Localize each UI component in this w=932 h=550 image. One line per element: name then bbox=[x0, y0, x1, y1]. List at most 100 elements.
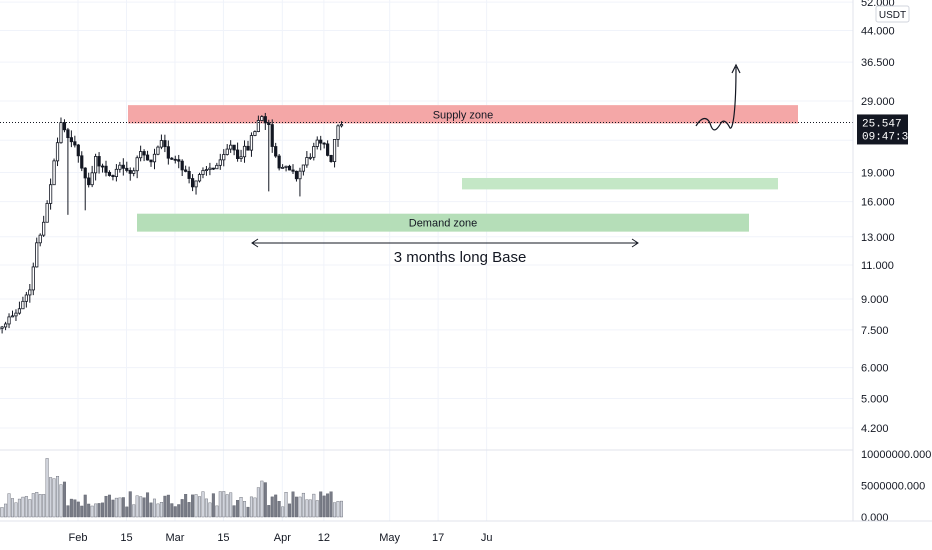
candle-body bbox=[222, 154, 226, 161]
candle bbox=[190, 174, 195, 192]
candle-body bbox=[281, 166, 285, 169]
volume-bar bbox=[76, 501, 80, 518]
candle-body bbox=[239, 156, 243, 159]
candle bbox=[315, 136, 319, 150]
candle bbox=[114, 164, 118, 182]
candle bbox=[132, 167, 136, 177]
candle-body bbox=[260, 116, 264, 121]
candle-body bbox=[294, 170, 299, 180]
candle bbox=[249, 132, 254, 157]
volume-bar bbox=[166, 494, 170, 518]
x-tick-label: 17 bbox=[432, 532, 444, 544]
volume-bar bbox=[142, 497, 146, 518]
volume-bar bbox=[267, 505, 271, 518]
candle bbox=[263, 112, 267, 130]
candle bbox=[336, 124, 340, 147]
volume-bar bbox=[308, 499, 312, 518]
candle bbox=[66, 127, 70, 215]
volume-bar bbox=[156, 503, 160, 518]
volume-bar bbox=[336, 501, 340, 518]
candle-body bbox=[104, 165, 108, 173]
volume-bar bbox=[163, 495, 167, 518]
candle-body bbox=[17, 308, 22, 314]
candle-body bbox=[187, 171, 191, 179]
volume-bar bbox=[90, 505, 94, 518]
candle-body bbox=[215, 164, 219, 170]
zone-rect bbox=[462, 177, 778, 190]
candle-body bbox=[308, 156, 312, 159]
candle-body bbox=[45, 203, 49, 223]
volume-bar bbox=[274, 494, 278, 518]
volume-bar bbox=[201, 491, 205, 518]
candle-body bbox=[94, 156, 98, 174]
candle-body bbox=[142, 151, 146, 156]
x-tick-label: Feb bbox=[69, 532, 88, 544]
candle-body bbox=[194, 180, 198, 188]
candle-body bbox=[166, 146, 170, 159]
candle bbox=[197, 172, 202, 183]
candle-body bbox=[163, 140, 167, 148]
candle-body bbox=[66, 129, 70, 139]
candle bbox=[225, 144, 229, 156]
candle-body bbox=[62, 122, 67, 131]
candle-body bbox=[225, 148, 229, 155]
volume-bar bbox=[118, 497, 122, 518]
candle bbox=[204, 166, 209, 176]
candle bbox=[298, 167, 302, 197]
candle bbox=[194, 180, 198, 195]
x-tick-label: 15 bbox=[217, 532, 229, 544]
candle bbox=[308, 153, 312, 160]
y-tick-label: 7.500 bbox=[861, 325, 889, 337]
volume-bar bbox=[132, 504, 136, 518]
volume-bar bbox=[107, 494, 111, 518]
volume-bar bbox=[218, 491, 222, 518]
volume-bar bbox=[62, 481, 66, 518]
volume-bar bbox=[208, 502, 212, 518]
candle bbox=[287, 164, 292, 171]
y-tick-label: 44.000 bbox=[861, 25, 895, 37]
volume-bar bbox=[177, 504, 181, 518]
candle bbox=[173, 155, 177, 164]
volume-bar bbox=[159, 502, 163, 518]
volume-bar bbox=[277, 501, 281, 518]
candle-body bbox=[208, 167, 212, 171]
candle bbox=[260, 115, 264, 122]
candle-body bbox=[132, 170, 136, 174]
zone-rect bbox=[128, 105, 798, 124]
volume-bar bbox=[315, 500, 319, 518]
candle-body bbox=[38, 234, 42, 244]
candle bbox=[229, 140, 233, 153]
volume-bar bbox=[225, 494, 229, 518]
candle-body bbox=[190, 178, 195, 188]
volume-bar bbox=[270, 496, 274, 518]
candle bbox=[80, 151, 84, 172]
volume-bar bbox=[4, 503, 8, 518]
zone-rect bbox=[137, 213, 749, 232]
candle-body bbox=[24, 294, 28, 302]
candle bbox=[239, 149, 243, 162]
candle bbox=[69, 130, 73, 148]
candle-body bbox=[152, 153, 157, 163]
candle-body bbox=[145, 154, 150, 161]
candle-body bbox=[312, 146, 316, 158]
candle bbox=[319, 135, 323, 151]
candle-body bbox=[301, 164, 305, 172]
y-tick-label: 4.200 bbox=[861, 423, 889, 435]
candle-body bbox=[121, 164, 125, 169]
candle bbox=[270, 119, 274, 153]
candle-body bbox=[246, 145, 250, 151]
volume-bar bbox=[35, 492, 39, 518]
candle bbox=[97, 152, 101, 174]
candle-body bbox=[201, 170, 205, 175]
candle bbox=[339, 121, 344, 128]
overlays-layer: 3 months long Base bbox=[0, 63, 853, 266]
volume-bar bbox=[294, 496, 298, 518]
volume-tick-label: 10000000.000 bbox=[861, 449, 931, 461]
volume-bar bbox=[31, 493, 35, 518]
candle-body bbox=[263, 116, 267, 124]
candle bbox=[242, 140, 247, 163]
volume-bar bbox=[24, 496, 28, 518]
candle bbox=[149, 159, 153, 167]
